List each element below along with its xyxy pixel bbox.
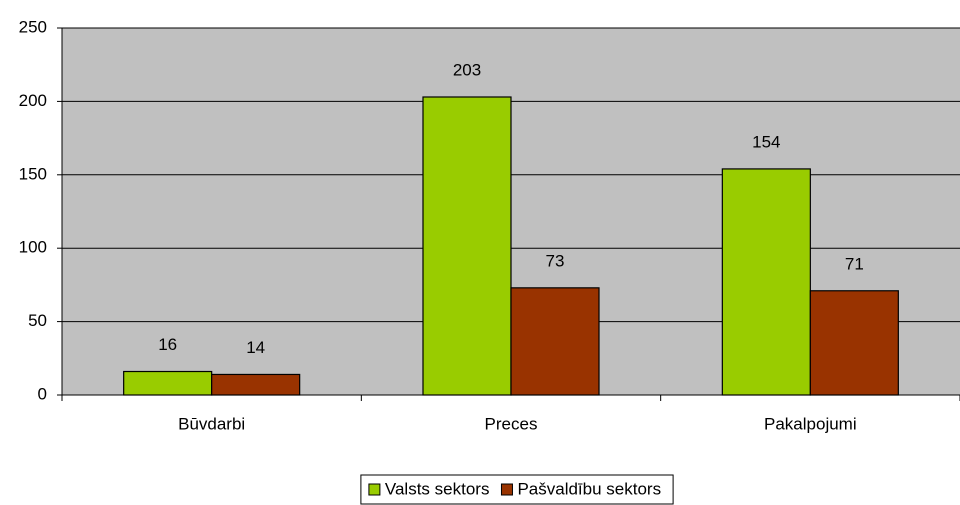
legend-label: Valsts sektors (385, 479, 490, 498)
value-label: 16 (158, 335, 177, 354)
x-tick-label: Pakalpojumi (764, 414, 857, 433)
bar (211, 373, 301, 396)
bar (809, 290, 899, 396)
bar (123, 370, 213, 396)
bar (721, 168, 811, 396)
bar (422, 96, 512, 396)
legend (360, 474, 674, 505)
value-label: 154 (752, 132, 780, 151)
legend-swatch (368, 483, 381, 496)
value-label: 14 (246, 338, 265, 357)
y-tick-label: 150 (19, 164, 47, 183)
value-label: 71 (845, 254, 864, 273)
legend-swatch (500, 483, 513, 496)
y-tick-label: 200 (19, 91, 47, 110)
bar (510, 287, 600, 396)
value-label: 203 (453, 60, 481, 79)
y-tick-label: 100 (19, 238, 47, 257)
x-tick-label: Preces (485, 414, 538, 433)
y-tick-label: 50 (28, 311, 47, 330)
legend-label: Pašvaldību sektors (517, 479, 661, 498)
y-tick-label: 250 (19, 17, 47, 36)
y-tick-label: 0 (38, 384, 47, 403)
value-label: 73 (546, 251, 565, 270)
x-tick-label: Būvdarbi (178, 414, 245, 433)
